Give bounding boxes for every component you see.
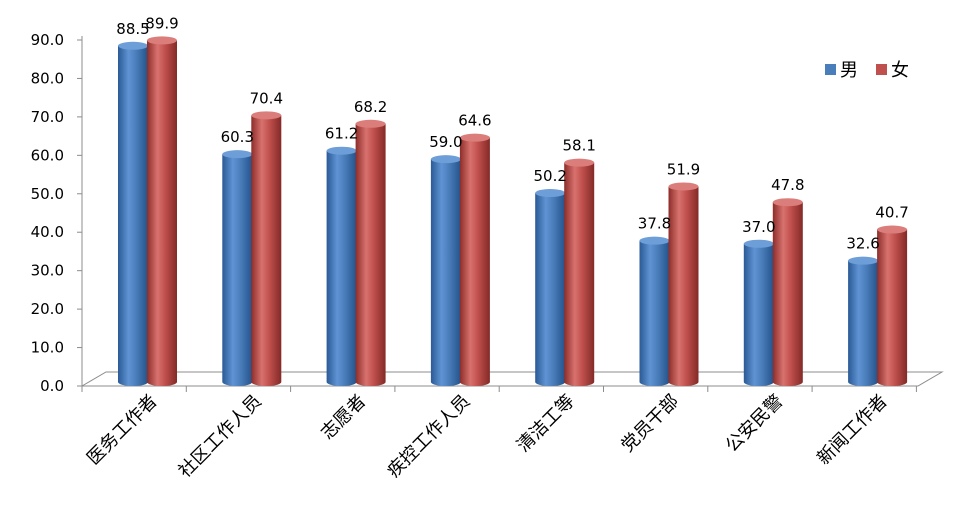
data-label: 64.6 <box>458 112 491 130</box>
legend-swatch-male <box>825 64 836 75</box>
y-tick-label: 40.0 <box>31 223 64 241</box>
bar-top <box>639 236 670 245</box>
bar-top <box>743 239 774 248</box>
bar-body <box>535 193 566 386</box>
chart-floor <box>80 371 944 387</box>
bar-body <box>147 40 177 386</box>
bar-male <box>430 155 461 386</box>
data-label: 50.2 <box>533 167 566 185</box>
data-label: 60.3 <box>221 128 254 146</box>
data-label: 88.5 <box>116 20 149 38</box>
bar-body <box>355 123 386 386</box>
data-label: 58.1 <box>562 137 595 155</box>
bar-top <box>877 225 908 234</box>
bar-top <box>459 133 490 142</box>
bar-body <box>430 159 461 386</box>
bar-top <box>147 36 177 45</box>
bar-male <box>743 239 774 386</box>
data-label: 70.4 <box>250 89 283 107</box>
y-tick-label: 50.0 <box>31 185 64 203</box>
bar-top <box>251 111 282 120</box>
y-tick-label: 60.0 <box>31 146 64 164</box>
y-tick-label: 80.0 <box>31 69 64 87</box>
bar-top <box>355 119 386 128</box>
legend-label-female: 女 <box>891 60 909 81</box>
legend: 男 女 <box>825 60 909 81</box>
bar-female <box>564 158 595 386</box>
bar-female <box>668 182 699 386</box>
data-label: 37.0 <box>742 218 775 236</box>
data-label: 68.2 <box>354 98 387 116</box>
bar-male <box>222 150 253 386</box>
y-tick-label: 70.0 <box>31 108 64 126</box>
bar-top <box>118 41 148 50</box>
axis-layer: 0.0 10.0 20.0 30.0 40.0 50.0 60.0 70.0 80.0 90.0 <box>31 31 944 395</box>
data-label: 37.8 <box>638 215 671 233</box>
bar-body <box>639 240 670 386</box>
data-label: 51.9 <box>667 160 700 178</box>
bar-body <box>459 137 490 386</box>
bars-layer <box>118 36 908 387</box>
bar-female <box>772 198 803 386</box>
x-category-label: 医务工作者 <box>83 391 161 469</box>
x-category-label: 志愿者 <box>317 391 370 444</box>
bar-top <box>668 182 699 191</box>
bar-female <box>251 111 282 387</box>
bar-male <box>639 236 670 386</box>
bar-body <box>743 243 774 386</box>
data-label: 61.2 <box>325 125 358 143</box>
data-label: 59.0 <box>429 133 462 151</box>
y-tick-label: 90.0 <box>31 31 64 49</box>
data-label: 32.6 <box>846 235 879 253</box>
bar-top <box>222 150 253 159</box>
y-tick-label: 20.0 <box>31 300 64 318</box>
bar-body <box>848 260 879 386</box>
bar-male <box>326 146 357 386</box>
y-tick-label: 10.0 <box>31 339 64 357</box>
legend-label-male: 男 <box>840 60 858 81</box>
bar-body <box>222 154 253 386</box>
data-label: 89.9 <box>145 14 178 32</box>
bar-body <box>877 229 908 386</box>
x-category-label: 清洁工等 <box>513 391 579 457</box>
bar-female <box>877 225 908 386</box>
bar-male <box>118 41 148 386</box>
bar-female <box>355 119 386 386</box>
x-category-label: 疾控工作人员 <box>383 391 474 482</box>
bar-top <box>564 158 595 167</box>
bar-top <box>326 146 357 155</box>
bar-male <box>848 256 879 386</box>
bar-female <box>459 133 490 386</box>
x-category-label: 新闻工作者 <box>813 391 891 469</box>
data-label: 47.8 <box>771 176 804 194</box>
bar-top <box>848 256 879 265</box>
y-tick-label: 30.0 <box>31 262 64 280</box>
bar-body <box>251 115 282 387</box>
bar-body <box>326 150 357 386</box>
x-category-label: 社区工作人员 <box>175 391 266 482</box>
legend-swatch-female <box>876 64 887 75</box>
bar-body <box>772 202 803 386</box>
bar-top <box>535 189 566 198</box>
bar-top <box>772 198 803 207</box>
data-label: 40.7 <box>875 204 908 222</box>
bar-male <box>535 189 566 386</box>
bar-body <box>118 45 148 386</box>
bar-top <box>430 155 461 164</box>
y-tick-label: 0.0 <box>40 377 64 395</box>
x-category-label: 公安民警 <box>722 391 788 457</box>
bar-body <box>564 162 595 386</box>
bar-female <box>147 36 177 386</box>
x-category-label: 党员干部 <box>617 391 683 457</box>
bar-body <box>668 186 699 386</box>
